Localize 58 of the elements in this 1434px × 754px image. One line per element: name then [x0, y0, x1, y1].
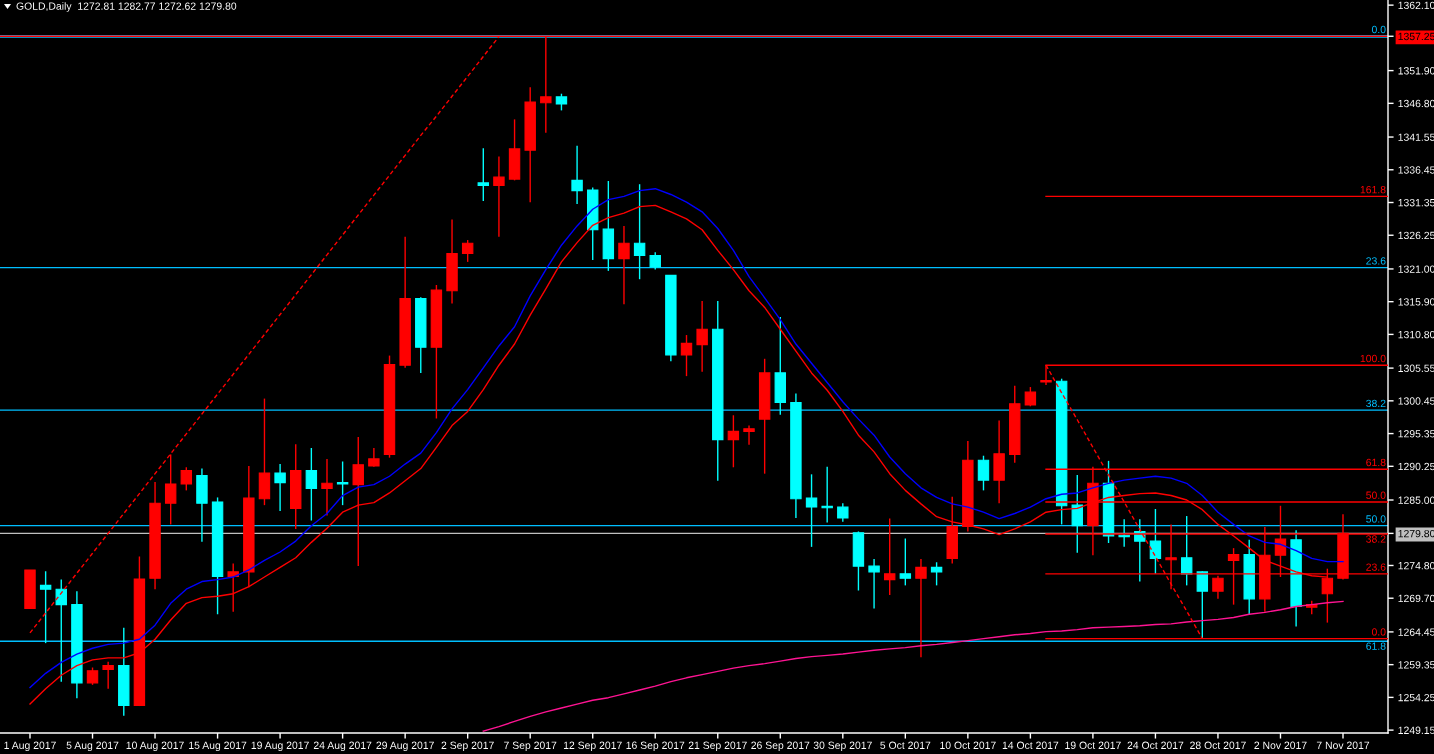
- x-tick-label: 2 Nov 2017: [1254, 741, 1307, 749]
- y-tick-label: 1315.90: [1398, 298, 1434, 306]
- annotation: 0.0: [1371, 25, 1386, 34]
- y-tick-label: 1310.80: [1398, 330, 1434, 339]
- y-tick-label: 1305.55: [1398, 364, 1434, 372]
- x-tick-label: 10 Oct 2017: [940, 741, 996, 749]
- y-tick-label: 1285.00: [1398, 496, 1434, 504]
- x-tick-label: 15 Aug 2017: [189, 741, 247, 752]
- x-tick-label: 30 Sep 2017: [813, 741, 872, 752]
- y-tick-label: 1341.55: [1398, 133, 1434, 141]
- y-tick-label: 1326.25: [1398, 231, 1434, 240]
- annotation: 50.0: [1366, 515, 1386, 523]
- x-tick-label: 26 Sep 2017: [751, 741, 810, 752]
- x-tick-label: 7 Nov 2017: [1316, 741, 1370, 749]
- annotation: 38.2: [1366, 399, 1386, 408]
- x-tick-label: 12 Sep 2017: [563, 741, 622, 752]
- y-tick-label: 1295.35: [1398, 430, 1434, 438]
- x-tick-label: 5 Aug 2017: [66, 741, 119, 752]
- y-tick-label: 1269.70: [1398, 594, 1434, 603]
- x-tick-label: 19 Aug 2017: [251, 741, 309, 752]
- y-tick-label: 1279.80: [1398, 529, 1434, 538]
- x-tick-label: 21 Sep 2017: [688, 741, 747, 752]
- y-tick-label: 1290.25: [1398, 462, 1434, 471]
- x-tick-label: 24 Aug 2017: [313, 741, 372, 752]
- series-label: 161.8: [1360, 185, 1386, 194]
- y-tick-label: 1346.80: [1398, 99, 1434, 108]
- y-tick-label: 1274.80: [1398, 561, 1434, 570]
- series-label: 61.8: [1366, 458, 1386, 467]
- y-tick-label: 1351.90: [1398, 67, 1434, 75]
- y-tick-label: 1357.25: [1398, 32, 1434, 41]
- y-tick-label: 1264.45: [1398, 628, 1434, 636]
- x-tick-label: 16 Sep 2017: [626, 741, 685, 752]
- y-tick-label: 1336.45: [1398, 166, 1434, 174]
- series-label: 0.0: [1371, 628, 1386, 636]
- y-tick-label: 1321.00: [1398, 265, 1434, 273]
- x-tick-label: 19 Oct 2017: [1065, 741, 1121, 749]
- y-tick-label: 1254.25: [1398, 693, 1434, 702]
- x-tick-label: 7 Sep 2017: [504, 741, 557, 752]
- x-tick-label: 28 Oct 2017: [1190, 741, 1246, 749]
- x-tick-label: 1 Aug 2017: [4, 741, 56, 752]
- y-tick-label: 1362.10: [1398, 1, 1434, 10]
- annotation: 61.8: [1366, 642, 1386, 650]
- x-tick-label: 14 Oct 2017: [1002, 741, 1059, 749]
- chart-title: GOLD,Daily 1272.81 1282.77 1272.62 1279.80: [16, 2, 237, 12]
- annotation: 23.6: [1366, 257, 1386, 265]
- series-label: 50.0: [1366, 491, 1386, 499]
- x-tick-label: 2 Sep 2017: [441, 741, 494, 752]
- series-label: 23.6: [1366, 563, 1386, 571]
- y-tick-label: 1300.45: [1398, 397, 1434, 405]
- y-tick-label: 1331.35: [1398, 199, 1434, 207]
- series-label: 100.0: [1360, 354, 1386, 363]
- x-tick-label: 10 Aug 2017: [126, 741, 184, 752]
- x-tick-label: 24 Oct 2017: [1127, 741, 1184, 749]
- y-tick-label: 1259.35: [1398, 661, 1434, 669]
- series-label: 38.2: [1366, 535, 1386, 543]
- y-tick-label: 1249.15: [1398, 726, 1434, 734]
- x-tick-label: 29 Aug 2017: [376, 741, 434, 752]
- x-tick-label: 5 Oct 2017: [880, 741, 931, 749]
